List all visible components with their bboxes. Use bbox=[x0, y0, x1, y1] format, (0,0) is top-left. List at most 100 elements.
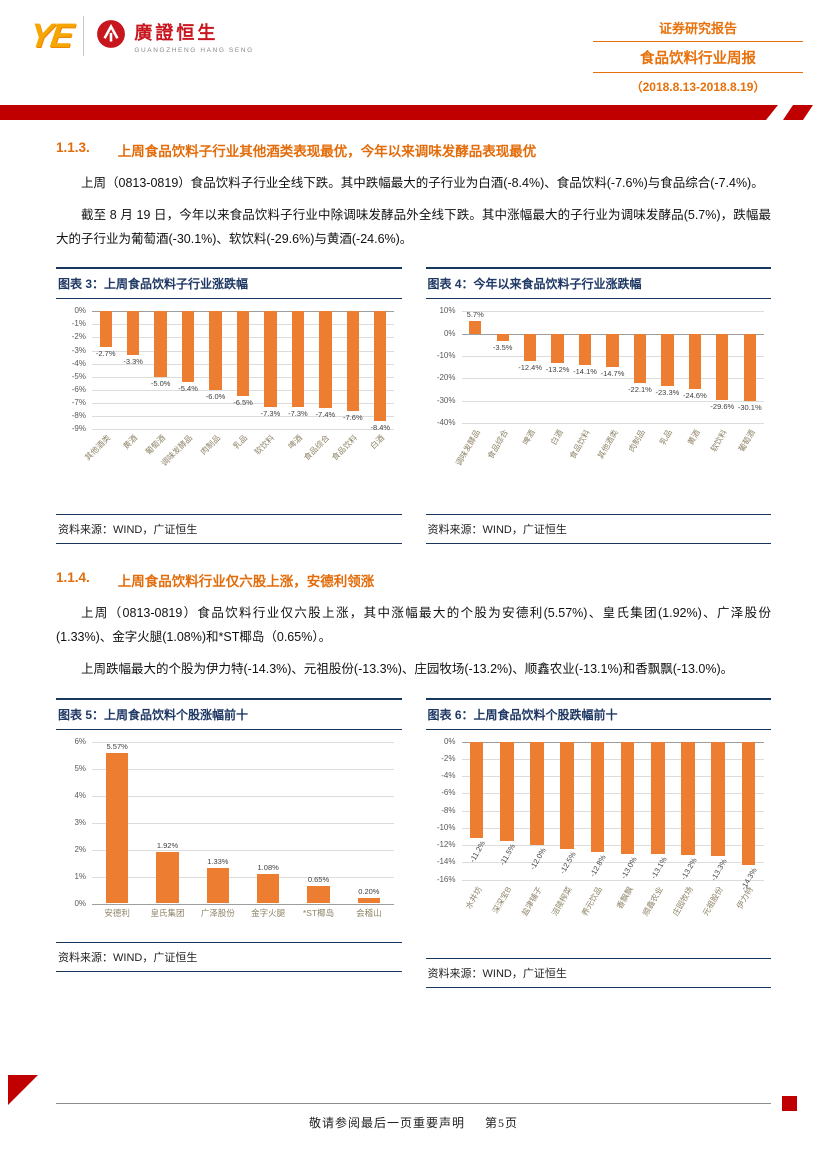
bar bbox=[264, 311, 277, 407]
bar bbox=[551, 333, 564, 364]
gzhs-wordmark: 廣證恒生 GUANGZHENG HANG SENG bbox=[134, 19, 253, 54]
value-label: -7.3% bbox=[260, 408, 281, 418]
value-label: -13.2% bbox=[545, 365, 570, 375]
chart-source: 资料来源：WIND，广证恒生 bbox=[56, 941, 402, 972]
y-axis-tick: -10% bbox=[436, 351, 456, 361]
y-axis-tick: -1% bbox=[71, 319, 86, 329]
bar bbox=[307, 885, 330, 904]
y-axis-tick: -5% bbox=[71, 371, 86, 381]
category-label: 广泽股份 bbox=[200, 907, 235, 918]
chart-source: 资料来源：WIND，广证恒生 bbox=[56, 514, 402, 545]
bar bbox=[590, 741, 605, 852]
y-axis-tick: 6% bbox=[74, 736, 86, 746]
y-axis-tick: 1% bbox=[74, 871, 86, 881]
y-axis-tick: 10% bbox=[439, 306, 456, 316]
y-axis-tick: 5% bbox=[74, 763, 86, 773]
bar bbox=[99, 311, 112, 347]
report-body: 1.1.3. 上周食品饮料子行业其他酒类表现最优，今年以来调味发酵品表现最优 上… bbox=[0, 140, 827, 988]
y-axis-tick: -8% bbox=[441, 805, 456, 815]
category-label: 金字火腿 bbox=[251, 907, 286, 918]
value-label: -30.1% bbox=[737, 403, 762, 413]
category-label: 会稽山 bbox=[356, 907, 382, 918]
chart-title: 图表 5：上周食品饮料个股涨幅前十 bbox=[56, 700, 402, 730]
value-label: 5.57% bbox=[106, 742, 128, 752]
bar-chart-top-gainers: 6% 5% 4% 3% 2% 1% 0% 5.57% 安德利 1.92% 皇氏集团 1.33% 广泽股份… bbox=[56, 730, 402, 942]
red-banner-tip bbox=[783, 105, 813, 120]
bar bbox=[469, 320, 482, 334]
gridline bbox=[92, 903, 394, 905]
charts-row-2: 图表 5：上周食品饮料个股涨幅前十 6% 5% 4% 3% 2% 1% 0% 5.57% 安德利… bbox=[56, 697, 771, 988]
y-axis-tick: 3% bbox=[74, 817, 86, 827]
bar bbox=[560, 741, 574, 850]
red-corner-triangle-icon bbox=[8, 1075, 38, 1105]
paragraph: 上周（0813-0819）食品饮料子行业全线下跌。其中跌幅最大的子行业为白酒(-… bbox=[81, 176, 764, 190]
report-period: （2018.8.13-2018.8.19） bbox=[630, 80, 766, 94]
value-label: -5.0% bbox=[150, 378, 171, 388]
gridline bbox=[92, 416, 394, 418]
bar bbox=[291, 311, 305, 407]
category-label: *ST椰岛 bbox=[302, 907, 335, 918]
value-label: -7.6% bbox=[343, 412, 363, 422]
value-label: -14.7% bbox=[600, 368, 625, 378]
bar bbox=[633, 333, 647, 384]
y-axis-tick: -40% bbox=[436, 418, 456, 428]
y-axis-tick: -10% bbox=[436, 822, 456, 832]
footer-rule bbox=[56, 1096, 797, 1111]
y-axis-tick: 0% bbox=[443, 736, 456, 746]
y-axis-tick: -9% bbox=[71, 424, 86, 434]
gridline bbox=[461, 862, 764, 864]
bar bbox=[651, 741, 665, 855]
red-banner-bar bbox=[0, 105, 778, 120]
category-label: 皇氏集团 bbox=[150, 907, 185, 918]
gridline bbox=[461, 311, 764, 313]
value-label: 5.7% bbox=[466, 309, 484, 319]
value-label: -24.6% bbox=[682, 390, 707, 400]
bar bbox=[236, 311, 250, 397]
value-label: 0.20% bbox=[358, 887, 380, 897]
value-label: -6.5% bbox=[233, 398, 253, 408]
gridline bbox=[461, 378, 764, 380]
ye-logo: YE bbox=[27, 17, 75, 55]
bar bbox=[606, 333, 619, 367]
y-axis-tick: 0% bbox=[74, 898, 86, 908]
value-label: -3.3% bbox=[123, 356, 143, 366]
y-axis-tick: -12% bbox=[436, 840, 456, 849]
gzhs-name-en: GUANGZHENG HANG SENG bbox=[134, 46, 254, 54]
logo-area: YE 廣證恒生 GUANGZHENG HANG SENG bbox=[27, 16, 254, 56]
figure-3: 图表 3：上周食品饮料子行业涨跌幅 0% -1% -2% -3% -4% -5% -6% -7… bbox=[56, 267, 402, 545]
bar bbox=[661, 333, 674, 386]
bar bbox=[357, 898, 381, 904]
value-label: -7.4% bbox=[315, 410, 336, 420]
bar bbox=[716, 333, 729, 400]
bar bbox=[500, 741, 514, 841]
value-label: -2.7% bbox=[95, 348, 116, 358]
value-label: -3.5% bbox=[492, 343, 513, 353]
section-title: 上周食品饮料行业仅六股上涨，安德利领涨 bbox=[117, 574, 375, 590]
bar-chart-weekly-subsector: 0% -1% -2% -3% -4% -5% -6% -7% -8% -9% -2.7% 其他酒类 -3… bbox=[56, 299, 402, 514]
page-footer: 敬请参阅最后一页重要声明 第5页 bbox=[0, 1075, 827, 1131]
bar bbox=[741, 741, 756, 865]
bar bbox=[209, 311, 222, 390]
gridline bbox=[92, 822, 394, 824]
red-banner bbox=[0, 105, 827, 120]
report-type: 证券研究报告 bbox=[593, 18, 803, 42]
report-meta: 证券研究报告 食品饮料行业周报 （2018.8.13-2018.8.19） bbox=[593, 18, 803, 95]
bar bbox=[523, 333, 537, 362]
page-number: 第5页 bbox=[485, 1116, 519, 1130]
y-axis-tick: -2% bbox=[441, 753, 456, 763]
gridline bbox=[92, 849, 394, 851]
gridline bbox=[461, 423, 764, 425]
gridline bbox=[461, 845, 764, 846]
paragraph: 上周跌幅最大的个股为伊力特(-14.3%)、元祖股份(-13.3%)、庄园牧场(… bbox=[81, 661, 734, 676]
gridline bbox=[92, 768, 394, 770]
section-title: 上周食品饮料子行业其他酒类表现最优，今年以来调味发酵品表现最优 bbox=[117, 144, 537, 159]
bar bbox=[105, 753, 129, 904]
chart-source: 资料来源：WIND，广证恒生 bbox=[425, 514, 771, 545]
y-axis-tick: -6% bbox=[71, 384, 86, 394]
report-title: 食品饮料行业周报 bbox=[593, 42, 803, 73]
value-label: 1.33% bbox=[207, 856, 229, 866]
paragraph: 上周（0813-0819）食品饮料行业仅六股上涨，其中涨幅最大的个股为安德利(5… bbox=[56, 606, 771, 644]
footer-text: 敬请参阅最后一页重要声明 第5页 bbox=[0, 1114, 827, 1131]
y-axis-tick: 0% bbox=[443, 328, 456, 338]
